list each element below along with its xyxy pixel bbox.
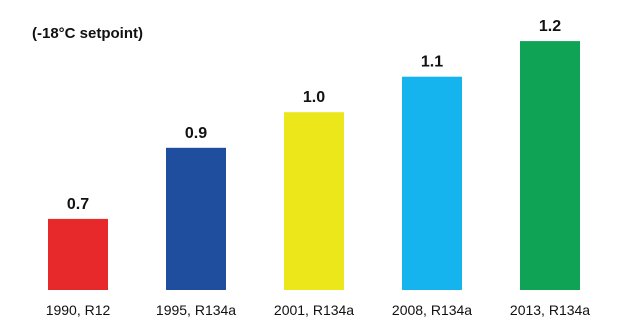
x-tick-label-2: 1995, R134a — [156, 302, 236, 318]
bar-3 — [284, 112, 344, 290]
chart-subtitle: (-18°C setpoint) — [32, 25, 143, 42]
bar-value-label-2: 0.9 — [185, 125, 207, 142]
x-tick-label-4: 2008, R134a — [392, 302, 472, 318]
bar-value-label-1: 0.7 — [67, 196, 89, 213]
x-tick-label-3: 2001, R134a — [274, 302, 354, 318]
bar-5 — [520, 41, 580, 290]
bar-1 — [48, 218, 108, 290]
x-tick-label-5: 2013, R134a — [510, 302, 590, 318]
bar-value-label-3: 1.0 — [303, 89, 325, 106]
bar-value-label-4: 1.1 — [421, 54, 443, 71]
bar-value-label-5: 1.2 — [539, 18, 561, 35]
bar-2 — [166, 147, 226, 290]
bars-group — [48, 41, 580, 290]
x-tick-label-1: 1990, R12 — [46, 302, 111, 318]
x-tick-labels-group: 1990, R12 1995, R134a 2001, R134a 2008, R13… — [46, 302, 591, 318]
value-labels-group: 0.7 0.9 1.0 1.1 1.2 — [67, 18, 561, 213]
bar-4 — [402, 76, 462, 290]
